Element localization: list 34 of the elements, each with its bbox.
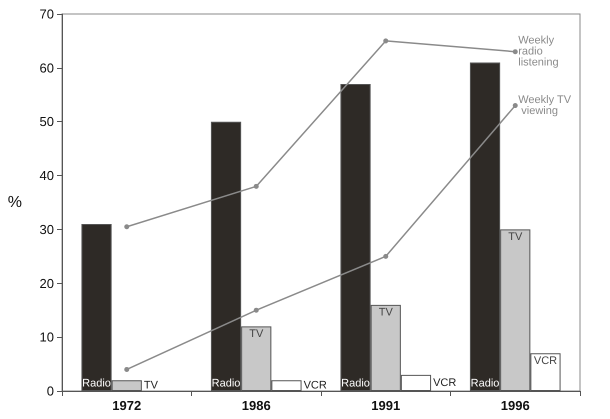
point: [383, 38, 388, 44]
point: [124, 224, 130, 230]
y-tick-label: 50: [40, 114, 54, 130]
x-tick-label: 1986: [242, 398, 271, 413]
text: TV: [508, 230, 522, 243]
series-label: TV: [249, 328, 264, 340]
point: [254, 308, 259, 313]
text: Radio: [82, 378, 111, 390]
text: TV: [144, 380, 158, 392]
text: TV: [378, 306, 393, 318]
y-tick-label: 70: [40, 6, 54, 22]
point: [254, 184, 259, 189]
point: [512, 103, 518, 108]
y-tick-label: 40: [40, 168, 54, 184]
x-tick-label: 1972: [112, 398, 142, 413]
point: [383, 254, 388, 259]
text: Radio: [212, 378, 240, 390]
x-tick-label: 1996: [500, 398, 530, 413]
series-label: VCR: [534, 354, 558, 367]
series-label: Weekly radio listening: [518, 34, 559, 69]
point: [124, 366, 130, 372]
y-tick-label: 10: [40, 330, 54, 345]
series-label: Weekly TV viewing: [518, 94, 572, 118]
text: VCR: [304, 380, 327, 392]
y-tick-label: 30: [40, 222, 54, 237]
text: VCR: [433, 376, 456, 389]
x-tick-label: 1991: [371, 398, 400, 413]
y-axis-title: %: [8, 194, 22, 211]
series-label: Radio: [341, 378, 370, 390]
y-tick-label: 0: [46, 384, 54, 398]
text: Radio: [470, 378, 500, 390]
y-tick-label: 60: [40, 60, 54, 76]
point: [512, 49, 518, 54]
y-tick-label: 20: [40, 276, 54, 291]
